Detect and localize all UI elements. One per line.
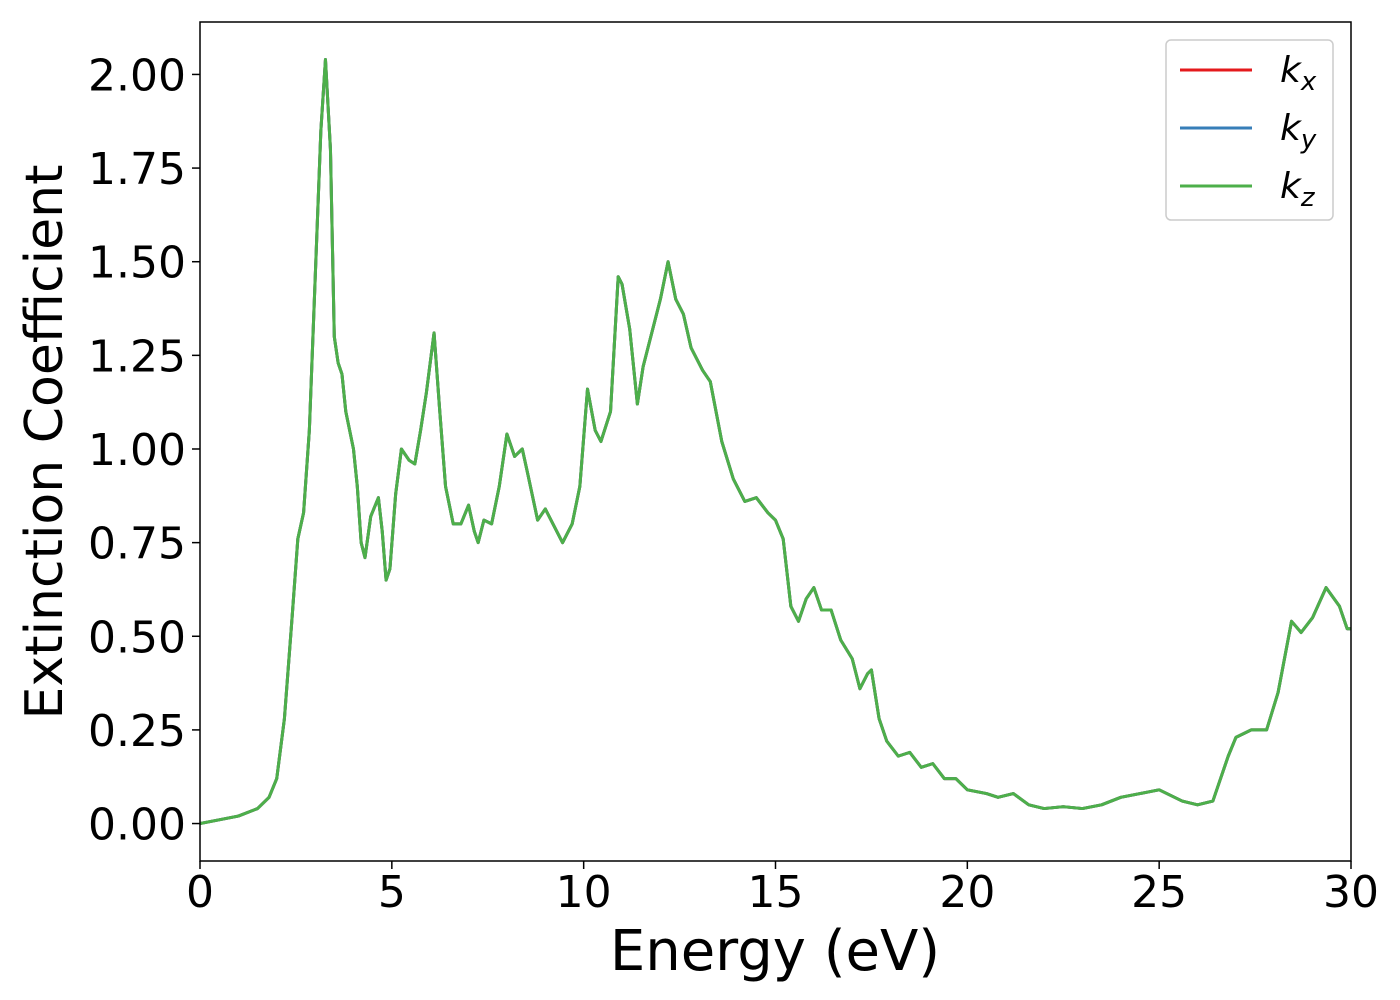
x-tick-label: 5 bbox=[378, 867, 406, 918]
y-tick-label: 1.00 bbox=[88, 425, 186, 476]
x-tick-label: 20 bbox=[939, 867, 995, 918]
y-tick-label: 0.75 bbox=[88, 519, 186, 570]
legend-label: kz bbox=[1280, 166, 1316, 213]
line-series bbox=[200, 57, 1351, 826]
plot-frame bbox=[199, 21, 1352, 862]
y-axis-label: Extinction Coefficient bbox=[15, 165, 75, 720]
x-tick-label: 30 bbox=[1323, 867, 1379, 918]
y-tick-label: 0.50 bbox=[88, 612, 186, 663]
x-tick-label: 15 bbox=[748, 867, 804, 918]
legend-label: ky bbox=[1280, 108, 1317, 155]
y-tick-label: 2.00 bbox=[88, 50, 186, 101]
legend-label: kx bbox=[1280, 50, 1317, 97]
y-tick-label: 0.25 bbox=[88, 706, 186, 757]
y-tick-label: 1.50 bbox=[88, 238, 186, 289]
x-tick-label: 0 bbox=[186, 867, 214, 918]
x-tick-label: 10 bbox=[556, 867, 612, 918]
y-tick-label: 1.25 bbox=[88, 331, 186, 382]
y-tick-label: 0.00 bbox=[88, 800, 186, 851]
legend-box bbox=[1165, 39, 1334, 221]
y-tick-label: 1.75 bbox=[88, 144, 186, 195]
x-axis-label: Energy (eV) bbox=[610, 919, 940, 984]
x-tick-label: 25 bbox=[1131, 867, 1187, 918]
